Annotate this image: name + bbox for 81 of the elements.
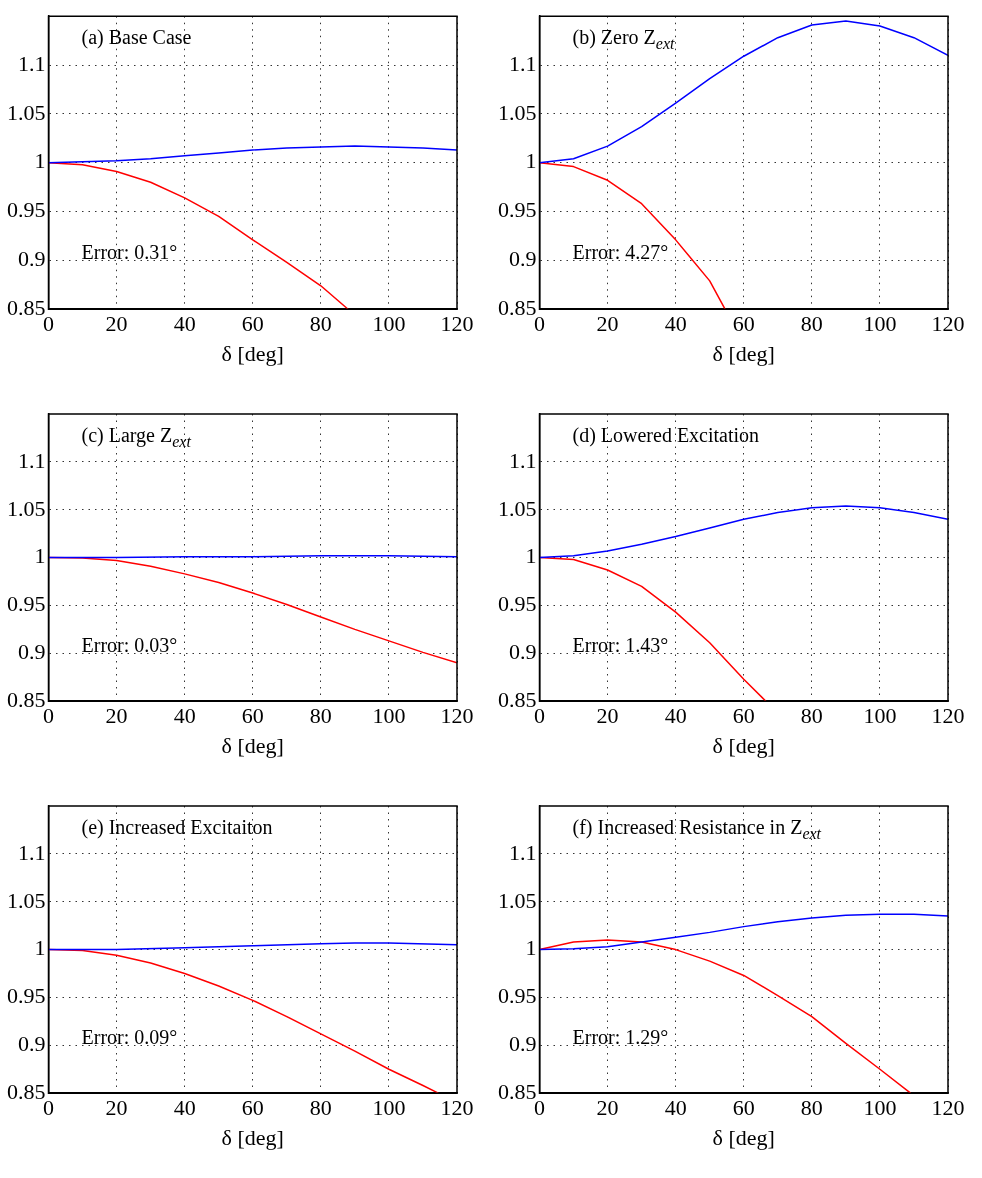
x-tick-label: 60 (241, 311, 264, 337)
y-tick-label: 1.1 (509, 839, 537, 865)
x-tick-label: 80 (800, 311, 823, 337)
text: (e) Increased Excitaiton (81, 816, 273, 839)
y-tick-label: 1 (34, 543, 46, 569)
y-tick-label: 1.1 (509, 50, 537, 76)
annotation: Error: 1.43° (572, 634, 669, 657)
y-tick-label: 0.95 (498, 983, 537, 1009)
x-tick-label: 120 (440, 1095, 474, 1121)
y-tick-label: 0.95 (498, 197, 537, 223)
x-axis-title: δ [deg] (221, 340, 284, 366)
x-tick-label: 40 (664, 1095, 687, 1121)
x-tick-label: 100 (863, 1095, 897, 1121)
x-tick-label: 20 (105, 1095, 128, 1121)
x-tick-label: 100 (372, 311, 406, 337)
x-tick-label: 120 (440, 703, 474, 729)
x-tick-label: 60 (241, 703, 264, 729)
x-tick-label: 120 (931, 1095, 965, 1121)
y-tick-label: 0.9 (509, 246, 537, 272)
y-tick-label: 1.1 (18, 447, 46, 473)
annotation: Error: 1.29° (572, 1026, 669, 1049)
x-tick-label: 60 (732, 311, 755, 337)
y-tick-label: 1.05 (7, 495, 46, 521)
x-tick-label: 120 (931, 703, 965, 729)
x-tick-label: 40 (173, 1095, 196, 1121)
y-tick-label: 0.9 (509, 639, 537, 665)
x-tick-label: 100 (372, 703, 406, 729)
y-tick-label: 1.05 (498, 887, 537, 913)
x-tick-label: 80 (800, 703, 823, 729)
x-tick-label: 60 (241, 1095, 264, 1121)
annotation: Error: 4.27° (572, 241, 669, 264)
y-tick-label: 0.95 (7, 983, 46, 1009)
text: (a) Base Case (81, 26, 192, 50)
x-tick-label: 40 (173, 703, 196, 729)
y-tick-label: 0.9 (509, 1031, 537, 1057)
x-tick-label: 40 (173, 311, 196, 337)
x-tick-label: 80 (309, 311, 332, 337)
y-tick-label: 0.95 (498, 591, 537, 617)
y-tick-label: 1.1 (18, 839, 46, 865)
y-tick-label: 0.9 (18, 639, 46, 665)
text: (d) Lowered Excitation (572, 424, 760, 447)
x-axis-title: δ [deg] (712, 340, 775, 366)
annotation: Error: 0.31° (81, 241, 178, 264)
y-tick-label: 1.1 (509, 447, 537, 473)
annotation: Error: 0.09° (81, 1026, 178, 1049)
y-tick-label: 1 (34, 935, 46, 961)
y-tick-label: 1 (525, 543, 537, 569)
y-tick-label: 1 (525, 148, 537, 174)
x-tick-label: 80 (309, 1095, 332, 1121)
x-tick-label: 40 (664, 703, 687, 729)
y-tick-label: 1.05 (7, 887, 46, 913)
x-tick-label: 60 (732, 703, 755, 729)
x-tick-label: 20 (105, 311, 128, 337)
x-tick-label: 120 (440, 311, 474, 337)
y-tick-label: 0.9 (18, 1031, 46, 1057)
y-tick-label: 1.1 (18, 50, 46, 76)
annotation: Error: 0.03° (81, 634, 178, 657)
y-tick-label: 0.9 (18, 246, 46, 272)
x-tick-label: 100 (372, 1095, 406, 1121)
x-tick-label: 100 (863, 311, 897, 337)
x-axis-title: δ [deg] (712, 1124, 775, 1150)
x-axis-title: δ [deg] (221, 1124, 284, 1150)
y-tick-label: 1 (525, 935, 537, 961)
x-tick-label: 100 (863, 703, 897, 729)
y-tick-label: 0.95 (7, 591, 46, 617)
x-tick-label: 20 (596, 703, 619, 729)
x-tick-label: 20 (596, 311, 619, 337)
y-tick-label: 1 (34, 148, 46, 174)
y-tick-label: 1.05 (498, 99, 537, 125)
x-tick-label: 80 (309, 703, 332, 729)
x-tick-label: 40 (664, 311, 687, 337)
x-tick-label: 20 (105, 703, 128, 729)
x-tick-label: 20 (596, 1095, 619, 1121)
x-tick-label: 120 (931, 311, 965, 337)
x-axis-title: δ [deg] (221, 732, 284, 758)
y-tick-label: 1.05 (7, 99, 46, 125)
x-tick-label: 80 (800, 1095, 823, 1121)
x-axis-title: δ [deg] (712, 732, 775, 758)
y-tick-label: 1.05 (498, 495, 537, 521)
x-tick-label: 60 (732, 1095, 755, 1121)
y-tick-label: 0.95 (7, 197, 46, 223)
